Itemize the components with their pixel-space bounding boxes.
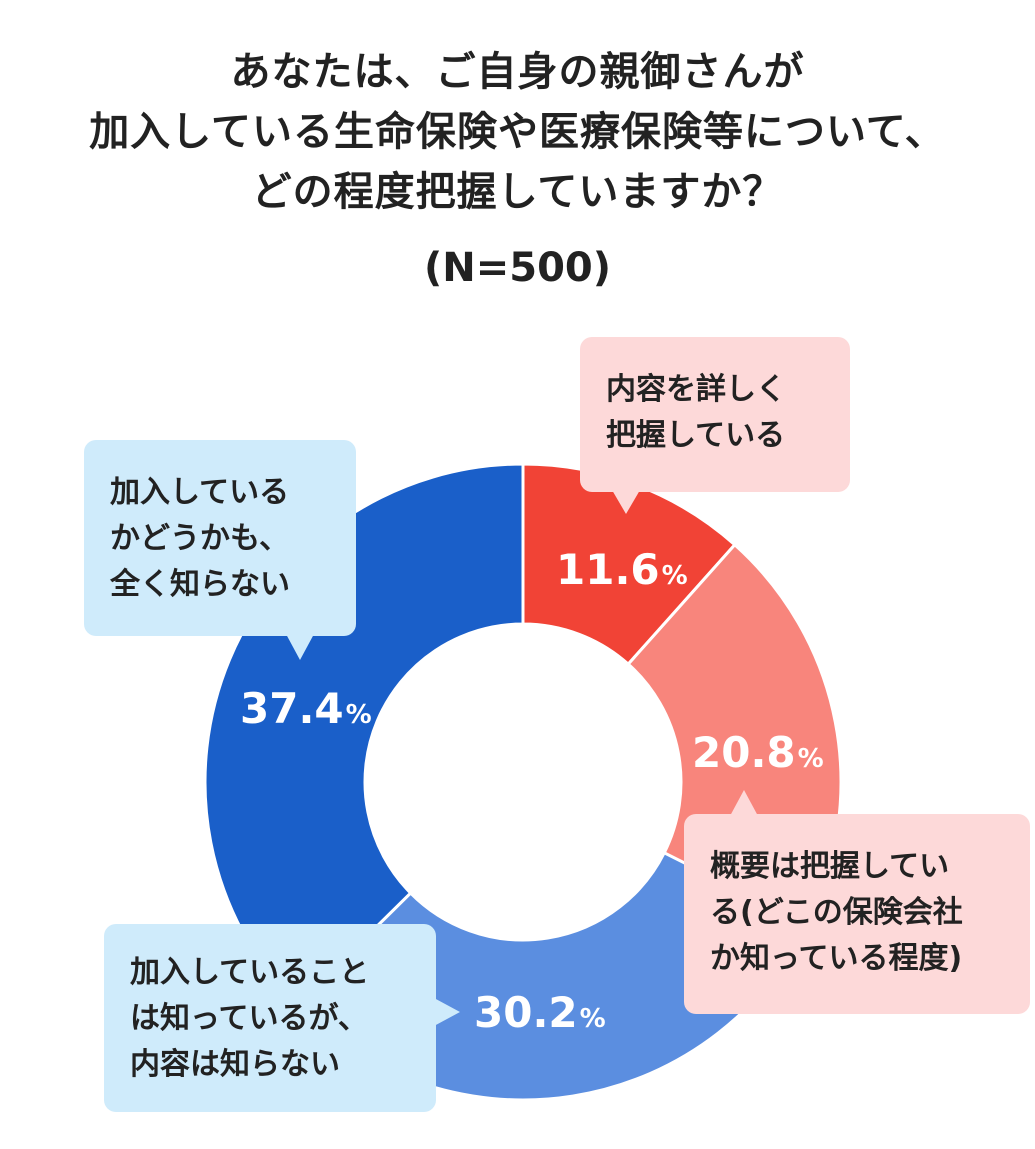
slice-label-not-known: 37.4% [240, 684, 372, 740]
slice-label-detail-known: 11.6% [556, 545, 688, 601]
callout-not-known: 加入している かどうかも、 全く知らない [84, 440, 356, 636]
percent-sign: % [345, 700, 372, 730]
slice-value-overview-known: 20.8 [692, 728, 796, 777]
callout-detail-known-line-1: 内容を詳しく [606, 372, 786, 407]
slice-value-not-known: 37.4 [240, 684, 344, 733]
slice-value-aware-only: 30.2 [474, 988, 578, 1037]
percent-sign: % [661, 561, 688, 591]
chart-title-line-3: どの程度把握していますか？ [251, 169, 784, 215]
callout-overview-known-line-1: 概要は把握してい [710, 849, 950, 884]
callout-aware-only-line-3: 内容は知らない [130, 1047, 340, 1082]
callout-not-known-line-2: かどうかも、 [110, 521, 290, 556]
callout-overview-known-line-2: る(どこの保険会社 [710, 895, 963, 930]
percent-sign: % [579, 1004, 606, 1034]
slice-label-aware-only: 30.2% [474, 988, 606, 1044]
callout-not-known-line-1: 加入している [110, 475, 290, 510]
callout-overview-known: 概要は把握してい る(どこの保険会社 か知っている程度) [684, 814, 1030, 1014]
chart-title-line-2: 加入している生命保険や医療保険等について、 [89, 109, 946, 155]
callout-overview-known-tail [730, 790, 758, 816]
slice-label-overview-known: 20.8% [692, 728, 824, 784]
callout-aware-only: 加入していること は知っているが、 内容は知らない [104, 924, 436, 1112]
callout-aware-only-line-2: は知っているが、 [130, 1001, 368, 1036]
chart-title: あなたは、ご自身の親御さんが 加入している生命保険や医療保険等について、 どの程… [0, 42, 1035, 222]
callout-detail-known-tail [612, 490, 640, 514]
slice-value-detail-known: 11.6 [556, 545, 660, 594]
callout-not-known-line-3: 全く知らない [110, 567, 290, 602]
callout-overview-known-line-3: か知っている程度) [710, 941, 963, 976]
callout-aware-only-tail [434, 998, 460, 1026]
callout-detail-known-line-2: 把握している [606, 418, 786, 453]
chart-subtitle: (N=500) [423, 245, 612, 291]
chart-title-line-1: あなたは、ご自身の親御さんが [230, 49, 805, 95]
percent-sign: % [797, 744, 824, 774]
callout-aware-only-line-1: 加入していること [130, 955, 370, 990]
callout-not-known-tail [286, 634, 314, 660]
callout-detail-known: 内容を詳しく 把握している [580, 337, 850, 492]
